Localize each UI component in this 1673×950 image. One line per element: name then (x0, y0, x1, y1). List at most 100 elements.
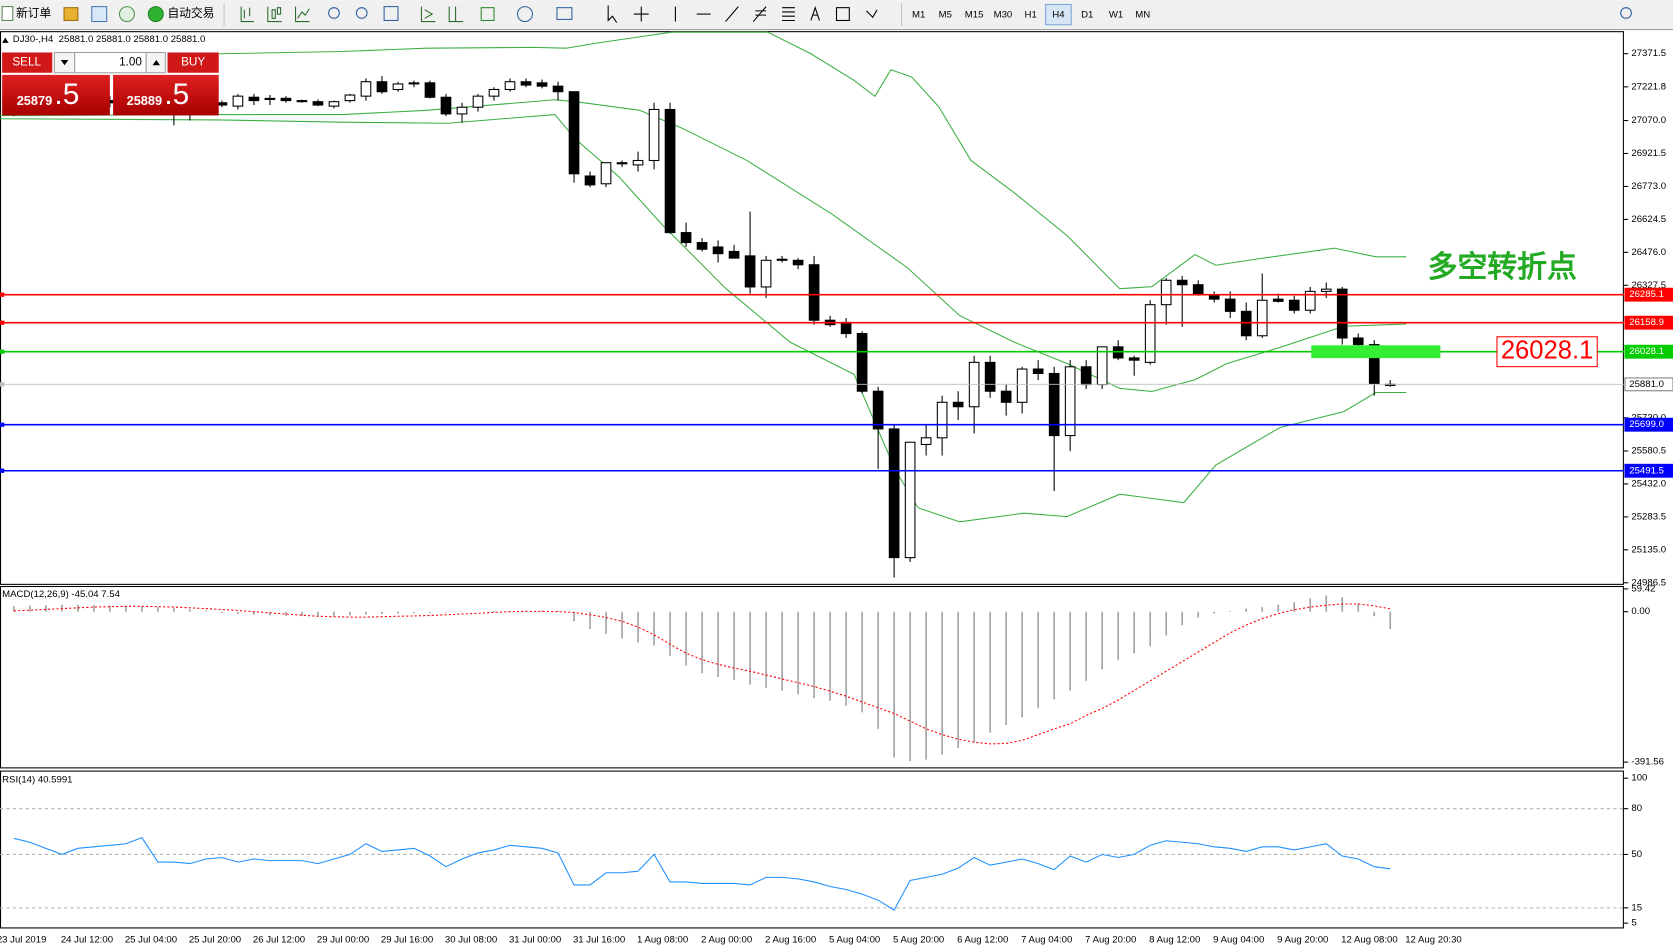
timeframe-button[interactable]: D1 (1081, 10, 1093, 21)
x-tick-label: 29 Jul 00:00 (317, 935, 369, 946)
buy-button[interactable] (167, 52, 219, 73)
y-tick-label: 5 (1631, 918, 1636, 929)
y-tick-label: 26327.5 (1631, 280, 1666, 291)
label-icon[interactable] (835, 7, 850, 22)
level-marker (0, 292, 5, 297)
sell-price-fraction: .5 (54, 78, 79, 111)
y-tick-label: 27371.5 (1631, 48, 1666, 59)
toolbar-icon[interactable] (118, 6, 135, 23)
timeframe-button[interactable]: MN (1135, 10, 1150, 21)
sell-button[interactable] (2, 52, 53, 73)
axes: 27371.5 27221.8 27070.0 26921.5 26773.0 26624… (0, 48, 1673, 946)
shift-icon[interactable] (448, 6, 464, 23)
text-icon[interactable] (810, 5, 820, 21)
candle-body (856, 333, 868, 392)
x-tick-label: 29 Jul 16:00 (381, 935, 433, 946)
sell-label[interactable]: SELL (12, 56, 41, 69)
candle-body (328, 101, 340, 107)
cursor-icon[interactable] (607, 5, 618, 23)
candle-body (1016, 368, 1028, 403)
level-label: 25491.5 (1629, 465, 1664, 476)
one-click-trading: SELL 1.00 BUY 25879 .5 25889 .5 (2, 51, 219, 116)
line-chart-icon[interactable] (295, 6, 310, 23)
indicators-icon[interactable] (480, 7, 495, 22)
lot-value[interactable]: 1.00 (119, 56, 142, 69)
zoom-in-icon[interactable] (328, 7, 340, 19)
timeframe-button[interactable]: W1 (1109, 10, 1123, 21)
level-label-bg (1624, 344, 1673, 359)
timeframe-button[interactable]: H4 (1052, 10, 1065, 21)
candle-body (392, 83, 404, 91)
timeframe-button[interactable]: H1 (1025, 10, 1037, 21)
x-tick-label: 24 Jul 12:00 (61, 935, 113, 946)
collapse-arrow[interactable] (2, 37, 9, 43)
periods-icon[interactable] (516, 6, 533, 23)
candle-body (1336, 288, 1348, 339)
y-tick-label: 26624.5 (1631, 214, 1666, 225)
x-tick-label: 31 Jul 16:00 (573, 935, 625, 946)
candle-chart-icon[interactable] (267, 6, 282, 23)
templates-icon[interactable] (556, 7, 573, 20)
level-label: 25881.0 (1629, 379, 1664, 390)
lot-up-arrow (152, 59, 161, 66)
fibo-icon[interactable] (782, 7, 795, 22)
zoom-out-icon[interactable] (355, 7, 368, 19)
level-label: 26028.1 (1629, 346, 1664, 357)
y-tick-label: 59.42 (1631, 583, 1655, 594)
candle-body (472, 95, 484, 108)
buy-price: 25889 (127, 93, 163, 108)
x-tick-label: 12 Aug 08:00 (1341, 935, 1398, 946)
y-tick-label: 26476.0 (1631, 247, 1666, 258)
auto-trading-button[interactable]: 自动交易 (168, 6, 215, 20)
x-tick-label: 8 Aug 12:00 (1149, 935, 1200, 946)
toolbar-icon[interactable] (63, 7, 79, 22)
candle-body (552, 85, 564, 93)
toolbar: 新订单 自动交易 (0, 0, 1673, 31)
timeframe-button[interactable]: M5 (939, 10, 952, 21)
sell-price-box[interactable] (2, 74, 110, 116)
level-marker (0, 382, 5, 387)
toolbar-icon[interactable] (91, 6, 108, 23)
level-label-bg (1624, 463, 1673, 478)
x-tick-label: 25 Jul 04:00 (125, 935, 177, 946)
search-icon[interactable] (1620, 7, 1632, 19)
tile-icon[interactable] (383, 6, 399, 22)
timeframe-button[interactable]: M15 (965, 10, 984, 21)
candle-body (456, 106, 468, 115)
crosshair-icon[interactable] (633, 6, 649, 22)
channel-icon[interactable] (752, 6, 767, 22)
buy-label[interactable]: BUY (181, 56, 205, 69)
rsi-line (13, 837, 1391, 911)
candle-body (840, 321, 852, 335)
macd-plot (13, 595, 1392, 762)
new-order-icon[interactable] (1, 6, 14, 22)
y-tick-label: 26921.5 (1631, 148, 1666, 159)
lot-down-arrow (60, 59, 69, 66)
candle-body (1048, 372, 1060, 437)
buy-price-box[interactable] (113, 74, 219, 116)
x-tick-label: 2 Aug 16:00 (765, 935, 816, 946)
y-tick-label: 15 (1631, 902, 1642, 913)
bar-chart-icon[interactable] (240, 6, 254, 23)
arrows-icon[interactable] (865, 9, 878, 19)
candle-body (984, 361, 996, 392)
scroll-icon[interactable] (420, 6, 436, 23)
trendline-icon[interactable] (725, 6, 739, 22)
new-order-button[interactable]: 新订单 (16, 6, 51, 20)
level-marker (0, 349, 5, 354)
candle-body (1320, 288, 1332, 292)
x-tick-label: 9 Aug 04:00 (1213, 935, 1264, 946)
x-tick-label: 30 Jul 08:00 (445, 935, 497, 946)
active-timeframe (1045, 3, 1072, 26)
candle-body (488, 88, 500, 97)
y-tick-label: 100 (1631, 773, 1647, 784)
auto-trading-icon[interactable] (147, 6, 164, 23)
timeframe-button[interactable]: M30 (994, 10, 1013, 21)
timeframe-button[interactable]: M1 (912, 10, 925, 21)
candle-body (424, 82, 436, 98)
candle-body (264, 97, 276, 101)
candle-body (712, 246, 724, 255)
candle-body (1064, 366, 1076, 437)
candle-body (1304, 290, 1316, 311)
